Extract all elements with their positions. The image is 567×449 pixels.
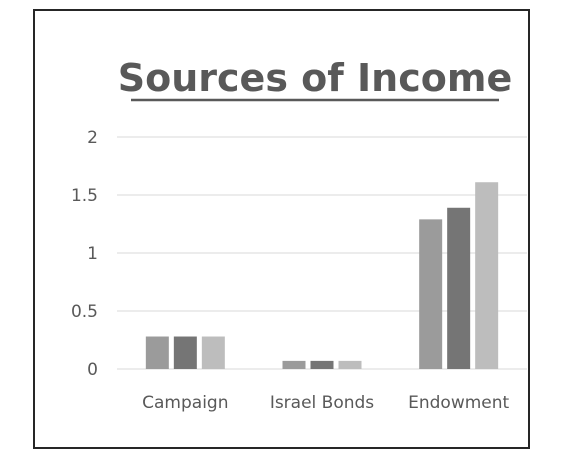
bar-campaign-series-3 <box>201 336 225 369</box>
bar-campaign-series-2 <box>173 336 197 369</box>
y-tick-label: 0.5 <box>71 302 98 322</box>
y-tick-label: 2 <box>87 128 98 148</box>
x-category-label: Israel Bonds <box>270 393 374 413</box>
chart-title: Sources of Income <box>118 56 512 100</box>
bar-israel-bonds-series-3 <box>338 360 362 369</box>
y-axis-ticks: 0 0.5 1 1.5 2 <box>71 128 98 380</box>
x-category-label: Endowment <box>408 393 509 413</box>
x-axis-categories: Campaign Israel Bonds Endowment <box>142 393 509 413</box>
x-category-label: Campaign <box>142 393 228 413</box>
y-tick-label: 0 <box>87 360 98 380</box>
bars <box>145 182 499 369</box>
bar-campaign-series-1 <box>145 336 169 369</box>
bar-israel-bonds-series-1 <box>282 360 306 369</box>
y-tick-label: 1 <box>87 244 98 264</box>
bar-israel-bonds-series-2 <box>310 360 334 369</box>
y-tick-label: 1.5 <box>71 186 98 206</box>
bar-endowment-series-3 <box>475 182 499 369</box>
bar-endowment-series-1 <box>419 219 443 369</box>
bar-endowment-series-2 <box>447 207 471 369</box>
